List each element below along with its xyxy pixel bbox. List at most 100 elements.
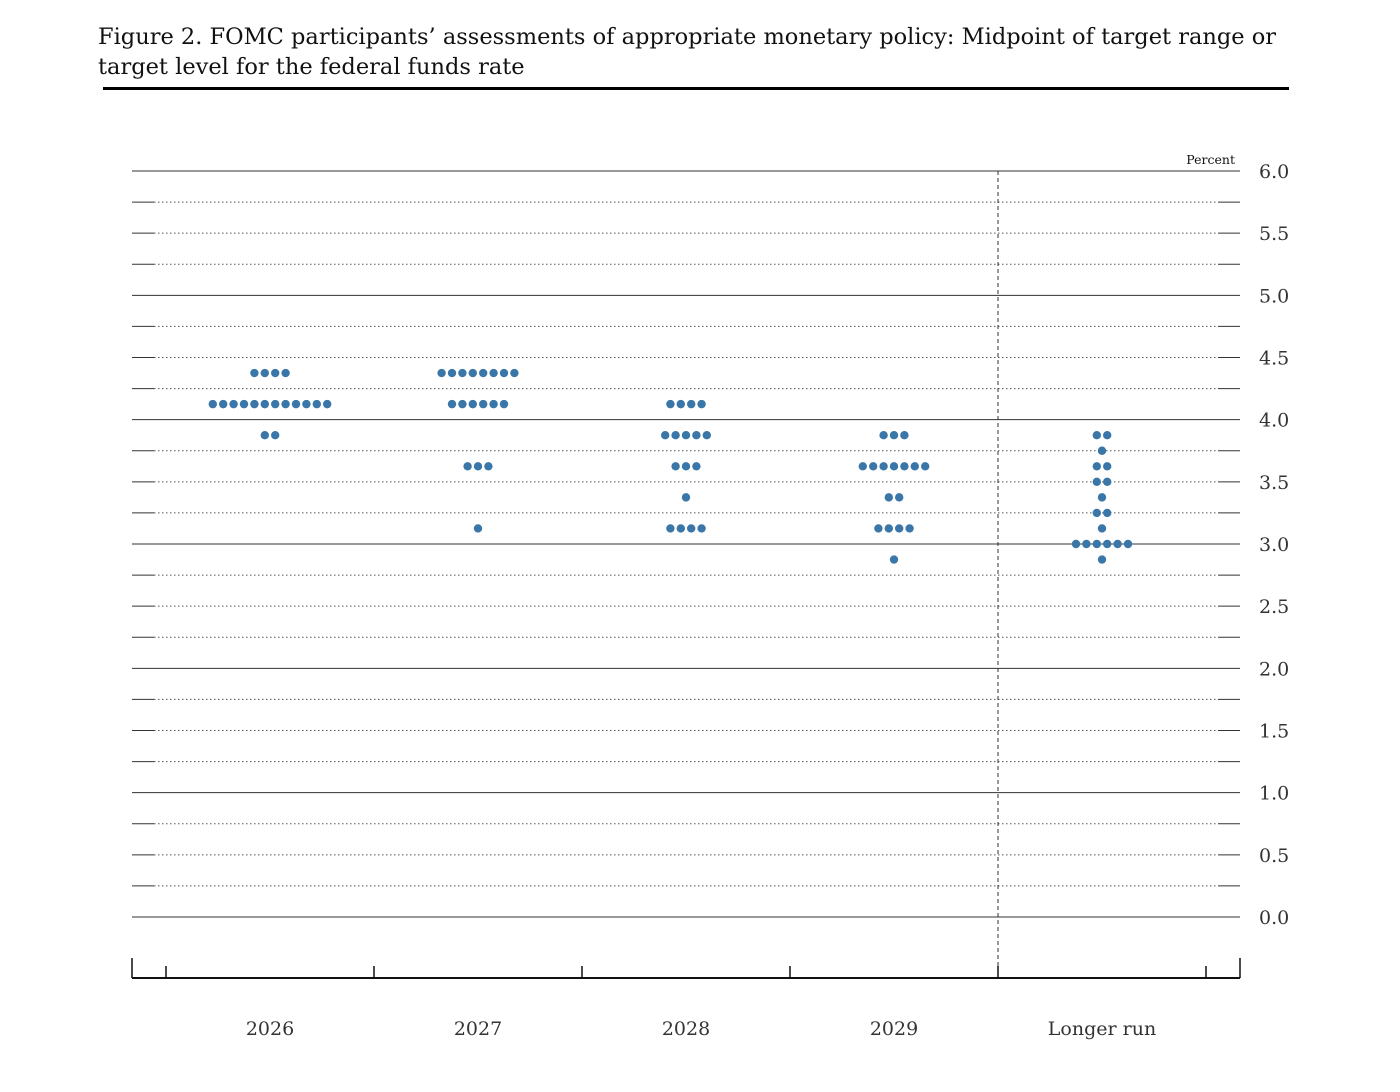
dot-2026 xyxy=(229,399,238,409)
y-tick-label: 5.0 xyxy=(1259,285,1289,307)
dot-2029 xyxy=(858,462,867,471)
dot-2028 xyxy=(687,524,696,533)
x-category-label: 2028 xyxy=(662,1018,710,1040)
dot-2028 xyxy=(666,524,675,533)
dot-longer-run xyxy=(1071,539,1081,549)
dot-longer-run xyxy=(1097,493,1107,502)
dot-longer-run xyxy=(1097,524,1107,533)
dot-2029 xyxy=(874,524,883,533)
figure-title: Figure 2. FOMC participants’ assessments… xyxy=(98,24,1277,80)
y-axis-ticks: 0.0 0.5 1.0 1.5 2.0 2.5 3.0 3.5 4.0 4.5 5.0 5.5 6.0 xyxy=(1259,161,1289,929)
dot-2027 xyxy=(447,399,457,409)
dot-2027 xyxy=(499,368,509,378)
dot-2026 xyxy=(281,399,290,409)
dot-longer-run xyxy=(1092,462,1102,471)
dot-2028 xyxy=(692,462,701,471)
dot-2026 xyxy=(312,399,321,409)
y-tick-label: 5.5 xyxy=(1259,223,1289,245)
dot-2027 xyxy=(437,368,446,378)
dot-longer-run xyxy=(1097,555,1107,564)
dot-2028 xyxy=(661,431,670,440)
dot-2027 xyxy=(458,399,467,409)
dot-2029 xyxy=(921,462,930,471)
dot-longer-run xyxy=(1123,539,1133,549)
dot-longer-run xyxy=(1092,477,1102,487)
dot-2029 xyxy=(889,462,899,471)
dot-2027 xyxy=(458,368,467,378)
dot-2028 xyxy=(666,399,675,409)
y-tick-label: 2.5 xyxy=(1259,596,1289,618)
dot-2029 xyxy=(879,462,888,471)
dot-2026 xyxy=(291,399,301,409)
dot-2028 xyxy=(671,462,680,471)
dot-longer-run xyxy=(1097,446,1107,455)
dot-2027 xyxy=(473,462,483,471)
title-rule xyxy=(103,87,1289,90)
dot-2028 xyxy=(697,399,706,409)
y-tick-label: 1.0 xyxy=(1259,783,1289,805)
dot-2027 xyxy=(489,368,498,378)
dot-2027 xyxy=(479,399,488,409)
dot-2029 xyxy=(900,462,909,471)
dot-2028 xyxy=(676,524,685,533)
x-category-label: 2026 xyxy=(246,1018,294,1040)
dot-2028 xyxy=(697,524,706,533)
y-tick-label: 0.5 xyxy=(1259,845,1289,867)
dot-2026 xyxy=(271,431,280,440)
dot-2029 xyxy=(900,431,909,440)
dot-2027 xyxy=(463,462,472,471)
dot-2026 xyxy=(281,368,290,378)
dot-longer-run xyxy=(1103,462,1112,471)
x-category-label: 2029 xyxy=(870,1018,918,1040)
dot-2026 xyxy=(260,431,269,440)
dot-2027 xyxy=(473,524,483,533)
dot-2028 xyxy=(692,431,701,440)
dot-2028 xyxy=(681,493,691,502)
y-tick-label: 2.0 xyxy=(1259,658,1289,680)
dot-2028 xyxy=(676,399,685,409)
dot-2026 xyxy=(323,399,332,409)
y-tick-label: 6.0 xyxy=(1259,161,1289,183)
dot-2026 xyxy=(239,399,249,409)
dot-2026 xyxy=(302,399,311,409)
dot-longer-run xyxy=(1113,539,1122,549)
dot-2028 xyxy=(702,431,711,440)
dots-layer xyxy=(208,368,1133,564)
dot-2026 xyxy=(260,399,269,409)
dot-longer-run xyxy=(1103,508,1112,518)
dot-2028 xyxy=(681,431,691,440)
y-tick-label: 4.0 xyxy=(1259,410,1289,432)
dot-longer-run xyxy=(1103,431,1112,440)
dot-2027 xyxy=(447,368,457,378)
dot-2026 xyxy=(250,368,259,378)
dot-2028 xyxy=(671,431,680,440)
grid-lines xyxy=(132,170,1240,918)
dot-2029 xyxy=(905,524,914,533)
y-tick-label: 3.5 xyxy=(1259,472,1289,494)
x-category-label: Longer run xyxy=(1048,1018,1156,1040)
dot-2029 xyxy=(884,493,893,502)
x-category-label: 2027 xyxy=(454,1018,502,1040)
dot-2029 xyxy=(895,524,904,533)
dot-2026 xyxy=(271,399,280,409)
dot-2027 xyxy=(499,399,509,409)
x-axis: 2026 2027 2028 2029 Longer run xyxy=(131,171,1241,1040)
dot-longer-run xyxy=(1092,431,1102,440)
dot-longer-run xyxy=(1082,539,1091,549)
dot-2027 xyxy=(510,368,519,378)
dot-2026 xyxy=(219,399,228,409)
dot-2026 xyxy=(250,399,259,409)
dot-2028 xyxy=(681,462,691,471)
dot-2026 xyxy=(271,368,280,378)
dot-2029 xyxy=(884,524,893,533)
dot-2026 xyxy=(208,399,217,409)
dot-longer-run xyxy=(1103,477,1112,487)
y-axis-unit-label: Percent xyxy=(1186,152,1235,167)
dot-2029 xyxy=(895,493,904,502)
dot-2029 xyxy=(869,462,878,471)
dot-2029 xyxy=(879,431,888,440)
dot-longer-run xyxy=(1092,508,1102,518)
y-tick-label: 4.5 xyxy=(1259,348,1289,370)
y-tick-label: 0.0 xyxy=(1259,907,1289,929)
